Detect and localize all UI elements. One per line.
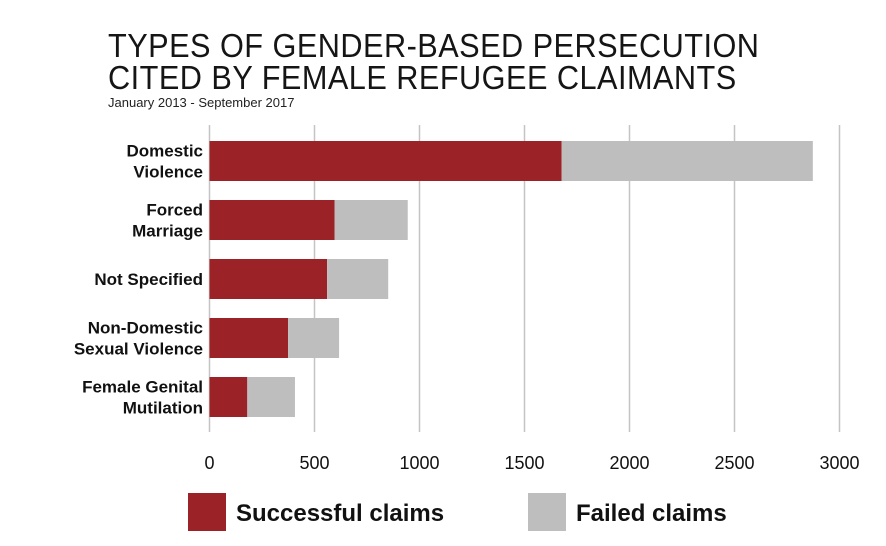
chart-subtitle: January 2013 - September 2017 — [108, 95, 295, 110]
category-label: Non-Domestic — [88, 319, 203, 338]
bar-failed — [247, 377, 295, 417]
x-tick-label: 1500 — [504, 453, 544, 473]
bar-failed — [288, 318, 340, 358]
bar-failed — [327, 259, 389, 299]
x-tick-label: 2500 — [714, 453, 754, 473]
bar-failed — [561, 141, 813, 181]
chart-title-line-2: CITED BY FEMALE REFUGEE CLAIMANTS — [108, 59, 737, 96]
bar-successful — [209, 318, 289, 358]
category-label: Violence — [133, 163, 203, 182]
category-label: Mutilation — [123, 399, 203, 418]
legend-label: Successful claims — [236, 500, 444, 527]
bar-failed — [334, 200, 408, 240]
category-label: Domestic — [126, 142, 203, 161]
chart-title-line-1: TYPES OF GENDER-BASED PERSECUTION — [108, 27, 760, 64]
bar-successful — [209, 377, 248, 417]
x-tick-label: 0 — [204, 453, 214, 473]
bar-successful — [209, 259, 328, 299]
legend-swatch — [528, 493, 566, 531]
bar-successful — [209, 200, 335, 240]
legend-swatch — [188, 493, 226, 531]
x-tick-label: 500 — [299, 453, 329, 473]
category-label: Sexual Violence — [74, 340, 203, 359]
legend-label: Failed claims — [576, 500, 727, 527]
category-label: Forced — [146, 201, 203, 220]
x-tick-label: 3000 — [819, 453, 859, 473]
bar-successful — [209, 141, 562, 181]
category-label: Marriage — [132, 222, 203, 241]
category-label: Not Specified — [94, 270, 203, 289]
category-label: Female Genital — [82, 378, 203, 397]
x-tick-label: 2000 — [609, 453, 649, 473]
x-tick-label: 1000 — [399, 453, 439, 473]
